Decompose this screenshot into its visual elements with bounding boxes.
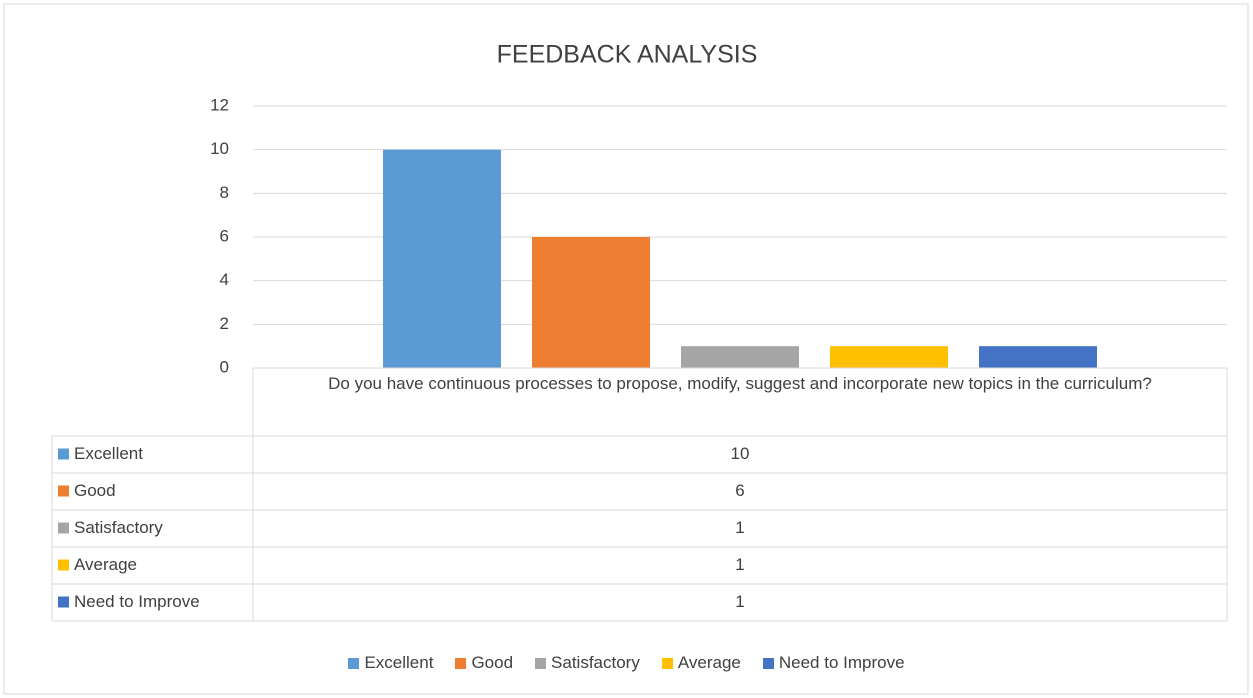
legend-label: Average <box>677 653 741 672</box>
legend-item: Satisfactory <box>535 653 640 673</box>
legend-label: Excellent <box>364 653 434 672</box>
table-header-cell: Do you have continuous processes to prop… <box>328 374 1152 393</box>
y-tick-label: 0 <box>220 357 229 376</box>
table-value: 1 <box>735 555 744 574</box>
y-tick-label: 12 <box>210 95 229 114</box>
table-value: 6 <box>735 481 744 500</box>
y-tick-label: 2 <box>220 314 229 333</box>
table-legend-key <box>58 522 69 534</box>
legend-swatch <box>455 657 467 669</box>
y-tick-label: 6 <box>220 226 229 245</box>
legend-item: Need to Improve <box>762 653 905 673</box>
legend-swatch <box>661 657 673 669</box>
legend-item: Excellent <box>348 653 433 673</box>
legend-swatch <box>762 657 774 669</box>
table-legend-key <box>58 596 69 608</box>
bar <box>383 149 501 368</box>
table-row-label: Need to Improve <box>74 592 200 611</box>
legend-label: Good <box>471 653 514 672</box>
y-tick-label: 4 <box>220 270 229 289</box>
table-legend-key <box>58 485 69 497</box>
table-legend-key <box>58 448 69 460</box>
legend-swatch <box>348 657 360 669</box>
legend: Excellent Good Satisfactory Average Need to … <box>0 651 1253 675</box>
legend-item: Good <box>455 653 513 673</box>
table-row-label: Good <box>74 481 116 500</box>
table-row-label: Excellent <box>74 444 143 463</box>
legend-swatch <box>535 657 547 669</box>
bar <box>979 346 1097 368</box>
bar <box>532 237 650 368</box>
table-value: 1 <box>735 518 744 537</box>
table-row-label: Satisfactory <box>74 518 163 537</box>
bar <box>830 346 948 368</box>
table-row-label: Average <box>74 555 137 574</box>
table-value: 10 <box>731 444 750 463</box>
table-legend-key <box>58 559 69 571</box>
legend-label: Need to Improve <box>778 653 905 672</box>
chart-title: FEEDBACK ANALYSIS <box>497 41 758 69</box>
table-value: 1 <box>735 592 744 611</box>
legend-item: Average <box>661 653 741 673</box>
legend-label: Satisfactory <box>551 653 640 672</box>
y-tick-label: 10 <box>210 139 229 158</box>
category-label: Do you have continuous processes to prop… <box>328 374 1152 393</box>
bar <box>681 346 799 368</box>
y-tick-label: 8 <box>220 183 229 202</box>
